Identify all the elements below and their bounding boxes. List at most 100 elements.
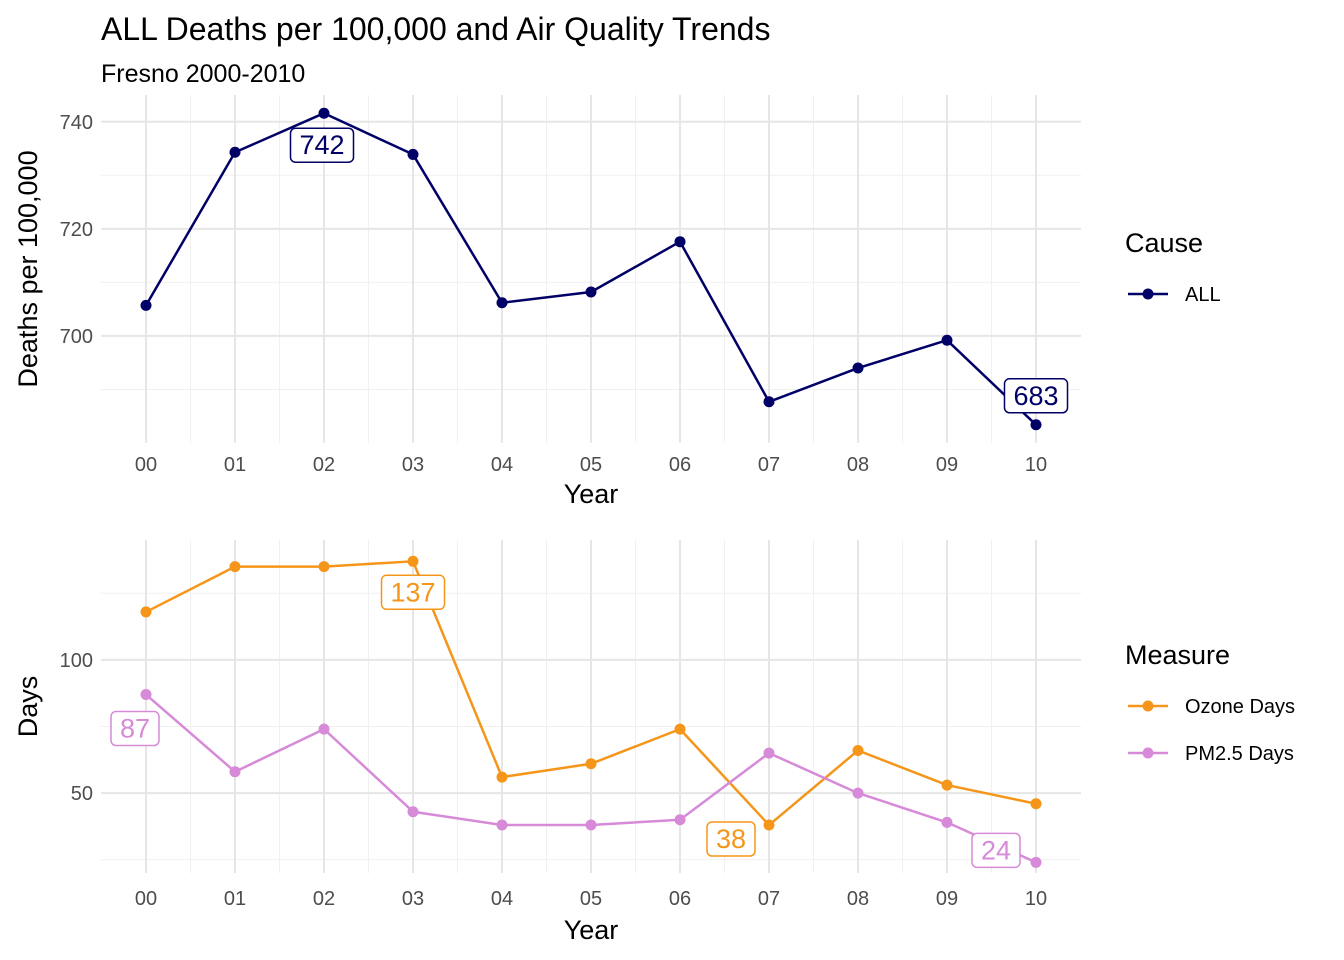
x-tick-label: 07 — [758, 454, 780, 476]
data-point — [140, 689, 152, 701]
data-point — [496, 771, 508, 783]
callout-text: 87 — [120, 714, 150, 744]
callout-text: 683 — [1013, 381, 1058, 411]
data-point — [852, 744, 864, 756]
x-tick-label: 10 — [1025, 888, 1047, 910]
chart-subtitle: Fresno 2000-2010 — [101, 60, 305, 88]
data-point — [941, 816, 953, 828]
legend-label: Ozone Days — [1185, 696, 1295, 718]
x-tick-label: 05 — [580, 888, 602, 910]
x-tick-label: 07 — [758, 888, 780, 910]
data-point — [496, 819, 508, 831]
x-tick-label: 09 — [936, 888, 958, 910]
callout-box — [289, 127, 355, 163]
x-tick-label: 08 — [847, 888, 869, 910]
data-point — [852, 362, 864, 374]
callout-text: 24 — [981, 835, 1011, 865]
y-tick-label: 700 — [60, 326, 93, 348]
data-point — [407, 806, 419, 818]
data-point — [407, 555, 419, 567]
x-tick-label: 00 — [135, 888, 157, 910]
data-point — [585, 286, 597, 298]
legend-swatch-point — [1142, 700, 1154, 712]
data-point — [674, 236, 686, 248]
x-tick-label: 03 — [402, 888, 424, 910]
measure-legend: Measure Ozone Days PM2.5 Days — [1125, 640, 1295, 765]
x-tick-label: 05 — [580, 454, 602, 476]
data-point — [852, 787, 864, 799]
y-tick-label: 740 — [60, 112, 93, 134]
callout-label: 742 — [289, 127, 355, 163]
data-point — [140, 606, 152, 618]
callout-box — [706, 821, 756, 857]
legend-item: PM2.5 Days — [1128, 743, 1294, 765]
x-tick-label: 06 — [669, 454, 691, 476]
deaths-panel: 00 01 02 03 04 05 06 07 08 09 10 700 720 740 Year Death… — [13, 95, 1081, 509]
data-point — [1030, 798, 1042, 810]
legend-title: Measure — [1125, 640, 1230, 670]
x-tick-label: 03 — [402, 454, 424, 476]
data-point — [941, 334, 953, 346]
x-axis-title: Year — [564, 915, 619, 945]
x-axis-title: Year — [564, 479, 619, 509]
callout-label: 137 — [380, 574, 446, 611]
x-tick-label: 01 — [224, 888, 246, 910]
data-point — [318, 723, 330, 735]
x-tick-label: 00 — [135, 454, 157, 476]
y-tick-label: 100 — [60, 650, 93, 672]
data-point — [763, 396, 775, 408]
data-point — [674, 814, 686, 826]
x-tick-label: 02 — [313, 888, 335, 910]
chart-title: ALL Deaths per 100,000 and Air Quality T… — [101, 11, 770, 47]
data-point — [496, 297, 508, 309]
data-point — [140, 299, 152, 311]
data-point — [229, 146, 241, 158]
y-axis-title: Deaths per 100,000 — [13, 150, 43, 387]
callout-label: 24 — [971, 832, 1021, 869]
x-tick-label: 04 — [491, 454, 513, 476]
callout-text: 137 — [390, 577, 435, 607]
legend-swatch-point — [1142, 747, 1154, 759]
cause-legend: Cause ALL — [1125, 228, 1221, 306]
data-point — [1030, 419, 1042, 431]
callout-text: 38 — [716, 824, 746, 854]
data-point — [585, 819, 597, 831]
callout-label: 38 — [706, 821, 756, 857]
legend-label: ALL — [1185, 284, 1221, 306]
legend-item: Ozone Days — [1128, 696, 1295, 718]
data-point — [674, 723, 686, 735]
callout-label: 87 — [110, 710, 160, 747]
x-tick-label: 08 — [847, 454, 869, 476]
data-point — [585, 758, 597, 770]
data-point — [941, 779, 953, 791]
callout-box — [110, 710, 160, 747]
x-tick-label: 09 — [936, 454, 958, 476]
x-tick-label: 02 — [313, 454, 335, 476]
y-tick-label: 50 — [71, 783, 93, 805]
data-point — [229, 561, 241, 573]
callout-label: 683 — [1003, 378, 1069, 414]
x-tick-label: 01 — [224, 454, 246, 476]
callout-text: 742 — [299, 130, 344, 160]
legend-label: PM2.5 Days — [1185, 743, 1294, 765]
callout-box — [1003, 378, 1069, 414]
x-tick-label: 06 — [669, 888, 691, 910]
y-axis-title: Days — [13, 676, 43, 738]
data-point — [318, 107, 330, 119]
callout-box — [380, 574, 446, 611]
data-point — [763, 747, 775, 759]
y-tick-label: 720 — [60, 219, 93, 241]
x-tick-label: 04 — [491, 888, 513, 910]
data-point — [1030, 856, 1042, 868]
legend-swatch-point — [1142, 288, 1154, 300]
callout-box — [971, 832, 1021, 869]
x-tick-label: 10 — [1025, 454, 1047, 476]
legend-title: Cause — [1125, 228, 1203, 258]
legend-item: ALL — [1128, 284, 1221, 306]
data-point — [407, 148, 419, 160]
data-point — [229, 766, 241, 778]
data-point — [318, 561, 330, 573]
data-point — [763, 819, 775, 831]
air-quality-panel: 00 01 02 03 04 05 06 07 08 09 10 50 100 Year Days 137 38… — [13, 540, 1081, 945]
